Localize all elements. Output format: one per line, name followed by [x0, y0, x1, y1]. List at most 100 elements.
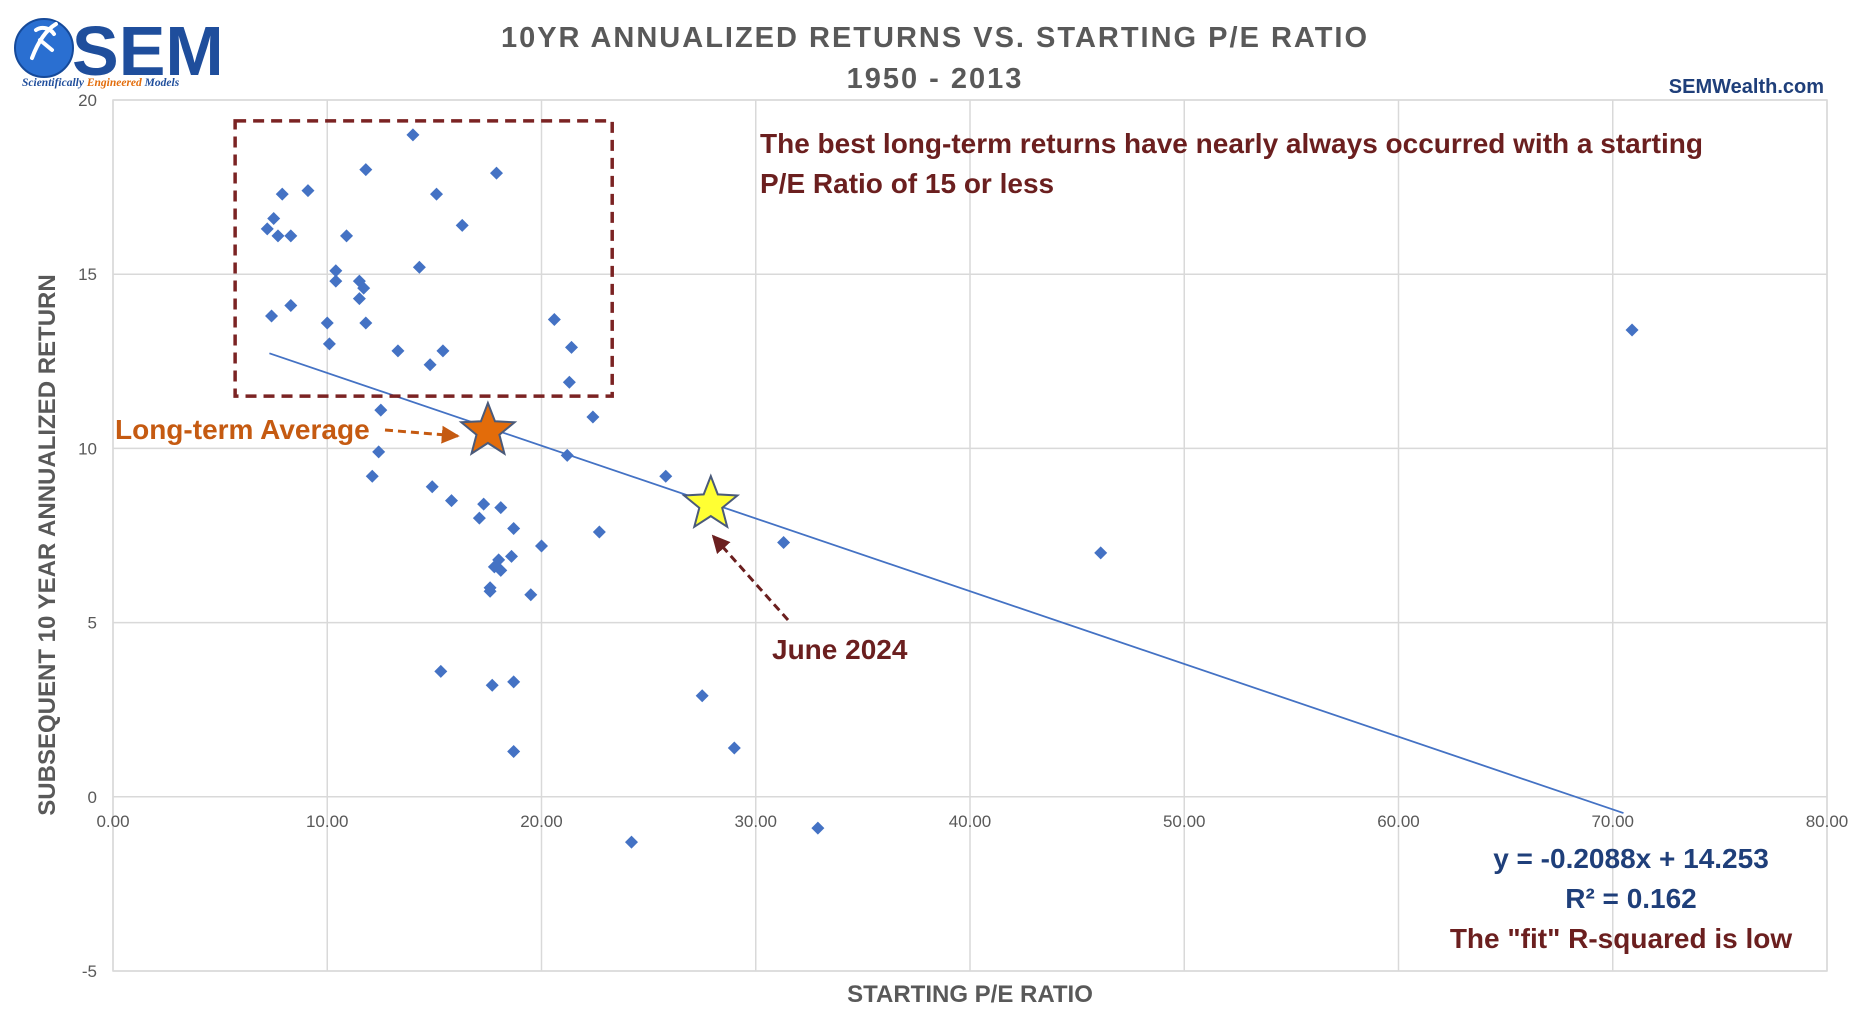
long-term-average-label: Long-term Average	[115, 414, 370, 445]
figure-icon	[30, 22, 58, 60]
data-point	[284, 229, 298, 243]
data-point	[329, 264, 343, 278]
long-term-average-star	[458, 400, 518, 456]
data-point	[524, 588, 538, 602]
data-point	[505, 549, 519, 563]
fit-note: The "fit" R-squared is low	[1450, 923, 1793, 954]
chart-title: 10YR ANNUALIZED RETURNS VS. STARTING P/E…	[501, 22, 1369, 54]
data-point	[535, 539, 548, 553]
data-point	[624, 835, 638, 849]
data-points	[260, 128, 1639, 849]
data-point	[412, 260, 426, 274]
june-2024-arrow	[711, 534, 790, 621]
data-point	[301, 184, 315, 198]
data-point	[455, 218, 469, 232]
data-point	[494, 563, 508, 577]
y-axis-ticks: -5 0 5 10 15 20	[78, 91, 97, 981]
data-point	[485, 678, 499, 692]
box-note-line2: P/E Ratio of 15 or less	[760, 168, 1054, 199]
x-tick-label: 10.00	[306, 812, 349, 831]
globe-icon	[14, 18, 74, 78]
logo-tagline: Scientifically Engineered Models	[22, 77, 180, 89]
june-2024-star	[681, 473, 741, 530]
x-tick-label: 30.00	[734, 812, 777, 831]
data-point	[265, 309, 279, 323]
june-2024-label: June 2024	[772, 634, 908, 665]
x-axis-ticks: 0.00 10.00 20.00 30.00 40.00 50.00 60.00 70.00 8…	[96, 812, 1848, 831]
data-point	[695, 689, 709, 703]
box-note-line1: The best long-term returns have nearly a…	[760, 128, 1703, 159]
data-point	[472, 511, 486, 525]
data-point	[477, 497, 491, 511]
data-point	[777, 535, 791, 549]
data-point	[592, 525, 606, 539]
data-point	[372, 445, 386, 459]
data-point	[425, 480, 439, 494]
logo-brand: SEM	[72, 12, 224, 90]
gridlines	[112, 99, 1828, 972]
data-point	[490, 166, 504, 180]
data-point	[727, 741, 741, 755]
data-point	[1625, 323, 1639, 337]
data-point	[406, 128, 420, 142]
r-squared: R² = 0.162	[1565, 883, 1697, 914]
data-point	[275, 187, 289, 201]
x-tick-label: 40.00	[949, 812, 992, 831]
data-point	[267, 211, 281, 225]
highlight-box	[233, 119, 614, 398]
data-point	[430, 187, 444, 201]
long-term-average-arrow	[384, 425, 460, 444]
data-point	[811, 821, 825, 835]
data-point	[423, 358, 437, 372]
data-point	[359, 316, 373, 330]
x-tick-label: 50.00	[1163, 812, 1206, 831]
x-tick-label: 20.00	[520, 812, 563, 831]
x-tick-label: 70.00	[1591, 812, 1634, 831]
data-point	[434, 664, 448, 678]
data-point	[340, 229, 354, 243]
x-axis-title: STARTING P/E RATIO	[847, 981, 1093, 1008]
data-point	[357, 281, 371, 295]
data-point	[494, 501, 508, 515]
x-tick-label: 0.00	[96, 812, 129, 831]
data-point	[284, 299, 298, 313]
data-point	[560, 448, 574, 462]
data-point	[547, 312, 561, 326]
data-point	[436, 344, 450, 358]
data-point	[365, 469, 379, 483]
chart-subtitle: 1950 - 2013	[847, 63, 1024, 95]
y-tick-label: 15	[78, 265, 97, 284]
data-point	[391, 344, 405, 358]
data-point	[374, 403, 388, 417]
data-point	[320, 316, 334, 330]
y-tick-label: 20	[78, 91, 97, 110]
data-point	[359, 163, 373, 177]
x-tick-label: 60.00	[1377, 812, 1420, 831]
data-point	[329, 274, 343, 288]
data-point	[260, 222, 274, 236]
data-point	[586, 410, 600, 424]
x-tick-label: 80.00	[1806, 812, 1849, 831]
y-tick-label: 5	[88, 614, 97, 633]
y-tick-label: 10	[78, 439, 97, 458]
data-point	[352, 292, 366, 306]
y-axis-title: SUBSEQUENT 10 YEAR ANNUALIZED RETURN	[34, 274, 61, 815]
sem-logo: SEM Scientifically Engineered Models	[14, 12, 224, 90]
data-point	[322, 337, 336, 351]
data-point	[507, 675, 521, 689]
data-point	[507, 522, 521, 536]
y-tick-label: -5	[82, 962, 97, 981]
data-point	[564, 340, 578, 354]
data-point	[1094, 546, 1108, 560]
star-markers	[458, 400, 741, 530]
website-link[interactable]: SEMWealth.com	[1669, 76, 1824, 98]
highlight-box-layer	[233, 119, 614, 398]
y-tick-label: 0	[88, 788, 97, 807]
data-point	[445, 494, 459, 508]
data-point	[507, 745, 521, 759]
data-point	[659, 469, 673, 483]
trend-equation: y = -0.2088x + 14.253	[1493, 843, 1769, 874]
data-point	[483, 581, 497, 595]
data-point	[271, 229, 285, 243]
